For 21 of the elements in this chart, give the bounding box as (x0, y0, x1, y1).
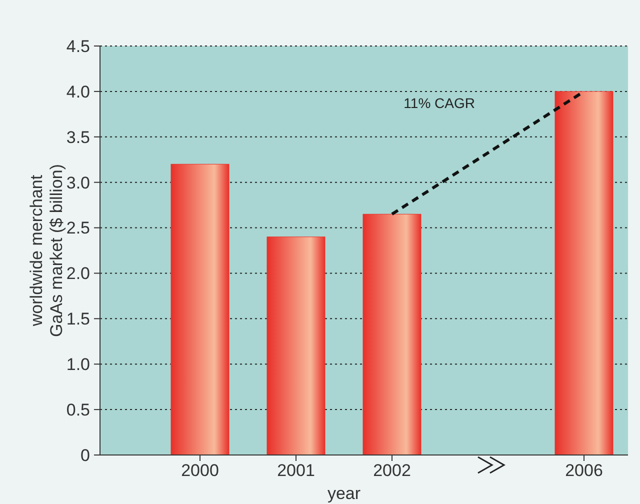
bar (266, 236, 326, 456)
y-axis-title: worldwide merchant GaAs market ($ billion) (26, 164, 66, 337)
y-tick-label: 4.0 (66, 82, 90, 102)
y-tick-label: 0.5 (66, 400, 90, 420)
bar (554, 91, 614, 456)
bar (170, 164, 230, 456)
annotation: 11% CAGR (404, 95, 475, 111)
y-tick-label: 3.5 (66, 128, 90, 147)
y-tick-label: 0 (80, 446, 90, 465)
y-tick-label: 2.5 (66, 218, 90, 238)
x-tick-label: 2002 (373, 461, 411, 480)
y-tick-label: 4.5 (66, 36, 90, 56)
y-tick-label: 1.0 (66, 355, 90, 374)
y-tick-label: 2.0 (66, 264, 90, 284)
x-tick-label: 2006 (565, 461, 603, 480)
y-tick-label: 3.0 (66, 173, 90, 192)
bar (362, 214, 422, 456)
x-axis-title: year (327, 484, 361, 503)
y-tick-label: 1.5 (66, 310, 90, 329)
x-tick-label: 2001 (277, 461, 315, 480)
x-tick-label: 2000 (181, 461, 219, 480)
